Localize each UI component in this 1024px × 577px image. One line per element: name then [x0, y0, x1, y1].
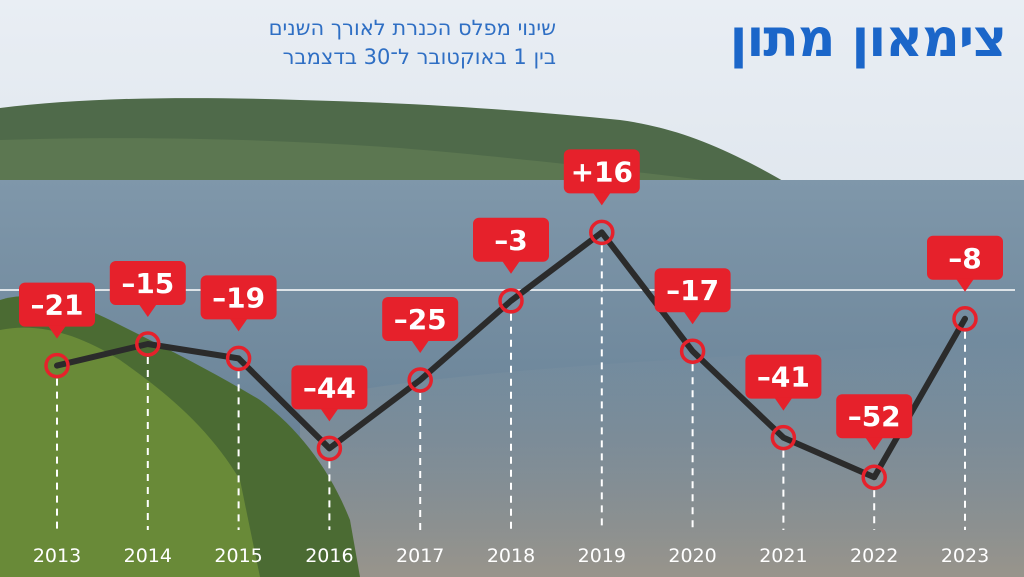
data-label-box	[563, 149, 640, 194]
data-label: +16	[563, 149, 640, 206]
data-label-text: –21	[31, 289, 84, 322]
data-label-text: –19	[212, 281, 265, 314]
x-tick-label: 2013	[33, 545, 81, 567]
data-label-box	[745, 354, 822, 399]
data-label-box	[19, 282, 95, 327]
data-label-box	[836, 394, 913, 439]
data-label-text: +16	[571, 155, 633, 188]
data-label-pointer	[502, 260, 520, 274]
data-label-pointer	[229, 318, 248, 332]
data-point	[44, 352, 70, 379]
x-tick-label: 2020	[668, 545, 716, 567]
data-label-text: –44	[303, 371, 356, 404]
data-point	[679, 338, 706, 364]
x-tick-label: 2022	[850, 545, 898, 567]
data-label: –41	[745, 354, 822, 411]
data-label-pointer	[48, 325, 66, 339]
subtitle-line-2: בין 1 באוקטובר ל־30 בדצמבר	[282, 45, 556, 69]
data-label-box	[109, 261, 186, 305]
data-label: –52	[836, 394, 913, 451]
data-label-box	[291, 365, 368, 410]
data-point	[407, 367, 433, 393]
trees-front	[0, 327, 260, 577]
data-label: –21	[19, 282, 95, 339]
data-label-box	[382, 297, 459, 341]
data-label-text: –41	[757, 361, 810, 394]
data-label-text: –17	[666, 274, 719, 307]
data-point	[135, 331, 161, 357]
data-label-pointer	[956, 278, 974, 292]
page-title: צימאון מתון	[729, 9, 1007, 69]
data-point	[770, 424, 797, 451]
data-label-pointer	[774, 397, 793, 411]
data-label-pointer	[865, 437, 884, 451]
data-label: –25	[382, 297, 459, 353]
data-point	[861, 464, 887, 490]
data-label-box	[473, 217, 549, 262]
data-label-box	[200, 275, 277, 320]
data-point	[225, 345, 252, 372]
x-tick-label: 2016	[305, 545, 353, 567]
data-label-text: –52	[848, 400, 901, 433]
data-label: –15	[109, 261, 186, 317]
data-point	[952, 306, 978, 332]
x-tick-label: 2023	[941, 545, 989, 567]
page-subtitle: שינוי מפלס הכנרת לאורך השנים בין 1 באוקט…	[269, 14, 556, 72]
data-label-pointer	[320, 408, 339, 422]
data-label: –8	[927, 235, 1003, 292]
data-label-text: –15	[121, 267, 174, 300]
data-point	[498, 288, 524, 314]
data-label-text: –3	[494, 224, 527, 257]
data-labels: –21 –15 –19 –44 –25 –3 +16 –17 –41 –52 –8	[19, 149, 1003, 451]
drop-lines	[56, 245, 966, 530]
data-markers	[44, 219, 978, 490]
x-tick-labels: 2013 2014 2015 2016 2017 2018 2019 2020 2021 2022…	[33, 545, 989, 567]
x-tick-label: 2021	[759, 545, 807, 567]
data-label: –3	[473, 217, 549, 274]
x-tick-label: 2014	[124, 545, 172, 567]
x-tick-label: 2017	[396, 545, 444, 567]
data-point	[316, 435, 343, 462]
x-tick-label: 2019	[578, 545, 626, 567]
data-label: –44	[291, 365, 368, 422]
x-tick-label: 2015	[214, 545, 262, 567]
data-label: –19	[200, 275, 277, 332]
data-label-pointer	[138, 304, 157, 317]
data-label-pointer	[683, 311, 702, 325]
subtitle-line-1: שינוי מפלס הכנרת לאורך השנים	[268, 16, 556, 40]
x-tick-label: 2018	[487, 545, 535, 567]
data-label-text: –8	[948, 242, 981, 275]
data-label-box	[654, 268, 731, 313]
data-label-pointer	[592, 192, 611, 206]
hills-front	[0, 138, 720, 182]
series-line	[54, 229, 968, 481]
data-point	[589, 219, 615, 246]
data-label-pointer	[411, 340, 430, 353]
data-label-text: –25	[394, 303, 447, 336]
data-label: –17	[654, 268, 731, 325]
data-label-box	[927, 235, 1003, 280]
